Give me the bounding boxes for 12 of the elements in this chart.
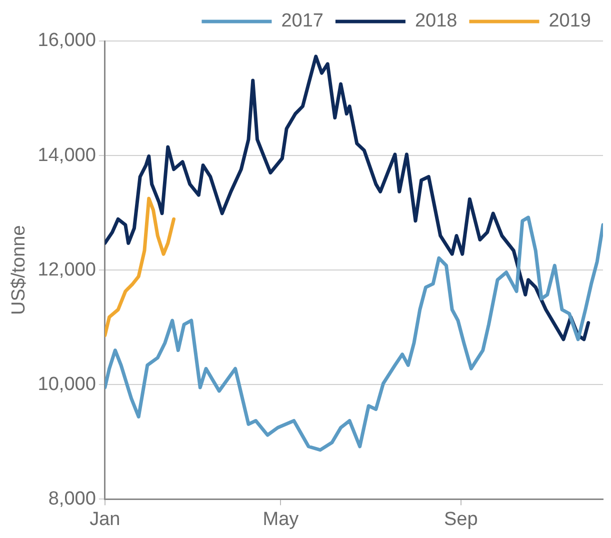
legend-label: 2018 [414,10,458,32]
x-tick-label: Sep [444,508,478,530]
y-tick-label: 8,000 [48,488,96,510]
legend-label: 2019 [548,10,592,32]
y-tick-label: 12,000 [38,259,96,280]
y-tick-label: 14,000 [38,144,96,166]
x-tick-label: May [262,508,300,530]
legend-label: 2017 [281,10,324,32]
y-tick-label: 10,000 [38,374,96,395]
x-tick-label: Jan [90,508,120,530]
y-axis-title: US$/tonne [8,225,30,315]
y-tick-label: 16,000 [38,30,96,52]
